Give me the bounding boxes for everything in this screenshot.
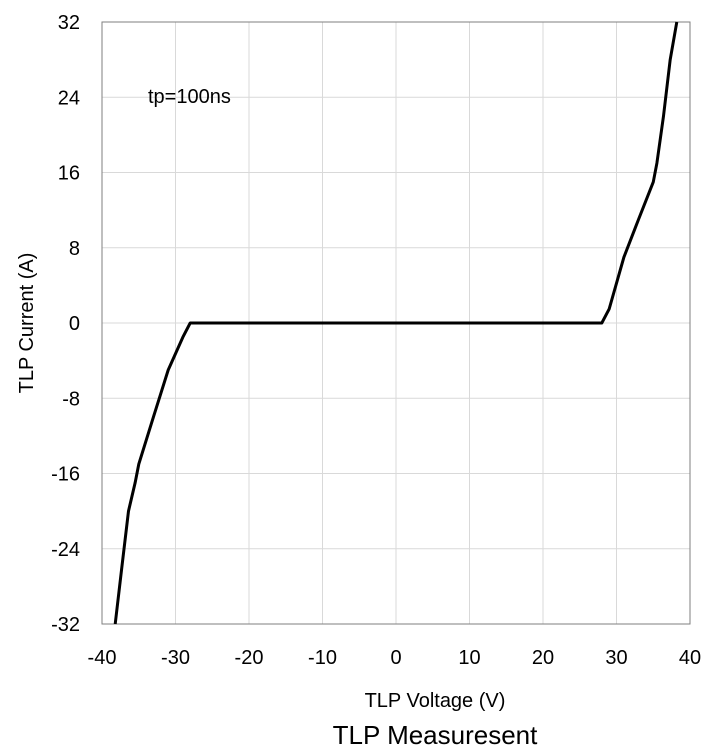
x-tick-label: -40 [88, 647, 117, 669]
y-tick-label: 0 [69, 313, 80, 335]
x-tick-label: 10 [458, 647, 480, 669]
y-tick-label: 8 [69, 238, 80, 260]
y-axis-title: TLP Current (A) [16, 253, 38, 394]
x-tick-label: 20 [532, 647, 554, 669]
y-tick-label: -32 [51, 614, 80, 636]
x-tick-labels: -40 -30 -20 -10 0 10 20 30 40 [88, 647, 702, 669]
chart-title: TLP Measuresent [333, 720, 539, 750]
iv-curve-line [113, 21, 679, 625]
y-tick-label: 32 [58, 12, 80, 34]
y-tick-label: -8 [62, 388, 80, 410]
x-tick-label: 40 [679, 647, 701, 669]
x-tick-label: 0 [390, 647, 401, 669]
y-tick-labels: -32 -24 -16 -8 0 8 16 24 32 [51, 12, 80, 636]
x-tick-label: 30 [605, 647, 627, 669]
y-tick-label: -16 [51, 464, 80, 486]
series-layer [113, 21, 679, 625]
x-tick-label: -20 [235, 647, 264, 669]
y-tick-label: 24 [58, 87, 80, 109]
x-tick-label: -30 [161, 647, 190, 669]
y-tick-label: -24 [51, 539, 80, 561]
x-tick-label: -10 [308, 647, 337, 669]
x-axis-title: TLP Voltage (V) [365, 690, 506, 712]
y-tick-label: 16 [58, 163, 80, 185]
plot-frame [101, 21, 691, 625]
annotation-label: tp=100ns [148, 86, 231, 108]
